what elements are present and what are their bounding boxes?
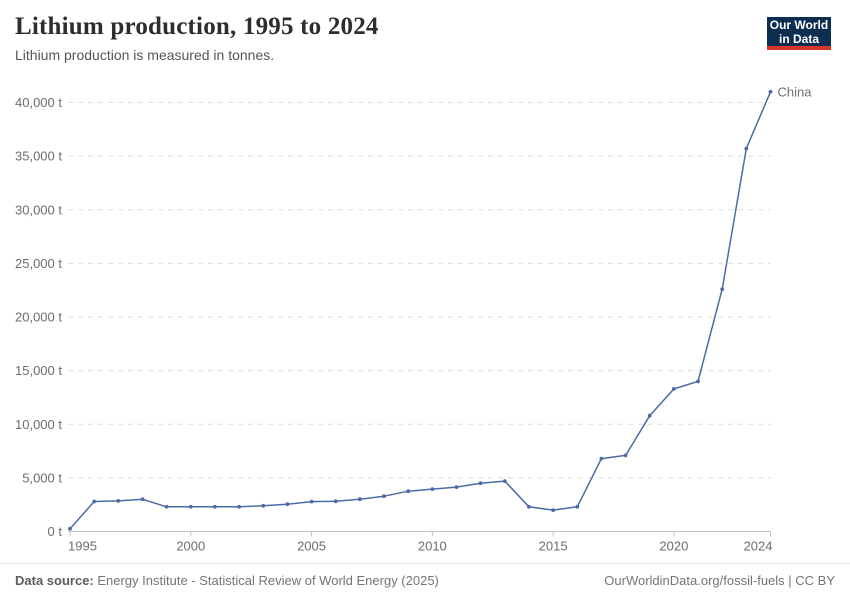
data-point[interactable] (720, 287, 725, 291)
owid-logo-text-line2: in Data (778, 31, 819, 46)
data-point[interactable] (551, 508, 555, 512)
chart-title: Lithium production, 1995 to 2024 (15, 13, 379, 40)
data-point[interactable] (140, 497, 145, 502)
y-axis-label: 0 t (48, 524, 63, 539)
data-point[interactable] (502, 479, 507, 483)
data-point[interactable] (237, 504, 242, 509)
y-axis-label: 5,000 t (22, 470, 62, 485)
data-point[interactable] (744, 146, 749, 151)
x-axis-label: 2015 (539, 539, 568, 554)
chart-header: Lithium production, 1995 to 2024 Lithium… (0, 0, 850, 64)
data-point[interactable] (478, 481, 483, 486)
data-point[interactable] (672, 387, 676, 391)
x-axis-label: 2005 (297, 539, 326, 554)
y-axis-label: 10,000 t (15, 417, 62, 432)
y-axis-label: 20,000 t (15, 310, 62, 325)
data-point[interactable] (696, 379, 700, 384)
data-point[interactable] (527, 504, 531, 509)
data-point[interactable] (213, 504, 217, 509)
data-source: Data source: Energy Institute - Statisti… (15, 573, 439, 588)
data-point[interactable] (116, 499, 121, 503)
data-point[interactable] (599, 456, 604, 461)
data-point[interactable] (92, 499, 97, 504)
data-point[interactable] (68, 526, 72, 531)
data-point[interactable] (406, 489, 411, 494)
data-point[interactable] (430, 487, 435, 491)
y-axis-label: 30,000 t (15, 202, 62, 217)
credit-link[interactable]: OurWorldinData.org/fossil-fuels | CC BY (604, 573, 835, 588)
x-axis-label: 2010 (418, 539, 447, 554)
x-axis-label: 1995 (68, 539, 97, 554)
x-axis-label: 2000 (176, 539, 205, 554)
data-point[interactable] (623, 453, 628, 458)
data-source-label: Data source: (15, 573, 94, 588)
chart-subtitle: Lithium production is measured in tonnes… (15, 47, 275, 63)
data-point[interactable] (575, 504, 580, 509)
data-point[interactable] (358, 497, 362, 502)
data-point[interactable] (768, 89, 773, 94)
series-line-china (69, 91, 772, 530)
x-axis-label: 2024 (744, 539, 773, 554)
data-point[interactable] (309, 499, 314, 504)
data-point[interactable] (164, 504, 169, 509)
owid-logo-text-line1: Our World (769, 17, 829, 32)
data-point[interactable] (261, 503, 266, 508)
y-axis-label: 40,000 t (15, 95, 62, 110)
owid-logo[interactable]: Our World in Data (767, 17, 831, 50)
y-axis-label: 35,000 t (15, 149, 62, 164)
data-point[interactable] (285, 502, 290, 507)
y-axis-label: 25,000 t (15, 256, 62, 271)
x-axis-label: 2020 (659, 539, 688, 554)
series-end-label-china: China (778, 84, 813, 99)
y-axis-label: 15,000 t (15, 363, 62, 378)
chart-footer: Data source: Energy Institute - Statisti… (0, 563, 850, 600)
data-point[interactable] (454, 485, 459, 489)
data-point[interactable] (188, 504, 193, 509)
data-point[interactable] (333, 499, 338, 504)
data-point[interactable] (647, 413, 652, 418)
data-source-text: Energy Institute - Statistical Review of… (93, 573, 439, 588)
data-point[interactable] (382, 494, 386, 499)
